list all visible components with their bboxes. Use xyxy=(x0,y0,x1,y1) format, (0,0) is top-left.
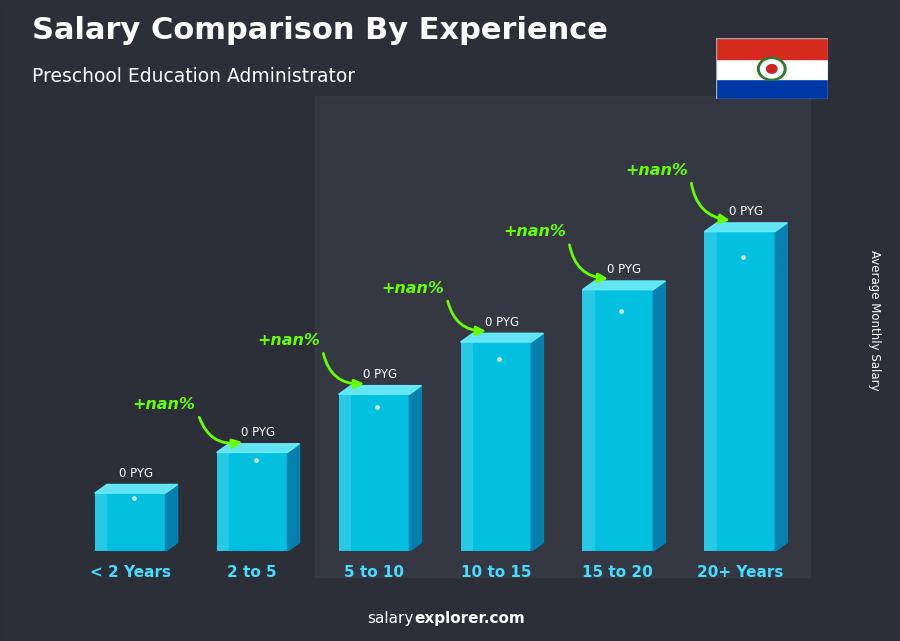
Text: Average Monthly Salary: Average Monthly Salary xyxy=(868,250,881,391)
Text: explorer.com: explorer.com xyxy=(414,611,525,626)
Polygon shape xyxy=(705,223,788,231)
Bar xyxy=(338,394,351,551)
Bar xyxy=(705,231,717,551)
Polygon shape xyxy=(217,444,300,453)
Bar xyxy=(461,342,531,551)
Text: 0 PYG: 0 PYG xyxy=(363,368,397,381)
Text: Preschool Education Administrator: Preschool Education Administrator xyxy=(32,67,355,87)
Text: salary: salary xyxy=(367,611,414,626)
Text: 0 PYG: 0 PYG xyxy=(607,263,641,276)
Text: Salary Comparison By Experience: Salary Comparison By Experience xyxy=(32,16,608,45)
Polygon shape xyxy=(338,386,421,394)
Polygon shape xyxy=(775,223,788,551)
Polygon shape xyxy=(461,333,544,342)
Bar xyxy=(461,342,473,551)
Bar xyxy=(582,290,595,551)
Bar xyxy=(94,493,107,551)
Bar xyxy=(716,59,828,79)
Text: +nan%: +nan% xyxy=(503,224,566,239)
Bar xyxy=(582,290,653,551)
Polygon shape xyxy=(94,485,177,493)
Text: 0 PYG: 0 PYG xyxy=(729,205,763,218)
Text: 0 PYG: 0 PYG xyxy=(485,315,519,329)
Circle shape xyxy=(758,57,786,81)
Text: +nan%: +nan% xyxy=(133,397,195,412)
Text: +nan%: +nan% xyxy=(382,281,445,296)
Text: +nan%: +nan% xyxy=(626,163,688,178)
Polygon shape xyxy=(166,485,177,551)
Text: 0 PYG: 0 PYG xyxy=(241,426,275,439)
Circle shape xyxy=(767,65,777,73)
Bar xyxy=(94,493,166,551)
Bar xyxy=(315,96,810,577)
Text: 0 PYG: 0 PYG xyxy=(119,467,153,479)
Polygon shape xyxy=(582,281,665,290)
Bar xyxy=(705,231,775,551)
Bar xyxy=(217,453,230,551)
Bar xyxy=(217,453,287,551)
Bar xyxy=(338,394,410,551)
Text: +nan%: +nan% xyxy=(257,333,320,348)
Bar xyxy=(716,79,828,99)
Polygon shape xyxy=(531,333,544,551)
Bar xyxy=(716,38,828,59)
Polygon shape xyxy=(410,386,421,551)
Circle shape xyxy=(760,60,783,78)
Polygon shape xyxy=(653,281,665,551)
Polygon shape xyxy=(287,444,300,551)
